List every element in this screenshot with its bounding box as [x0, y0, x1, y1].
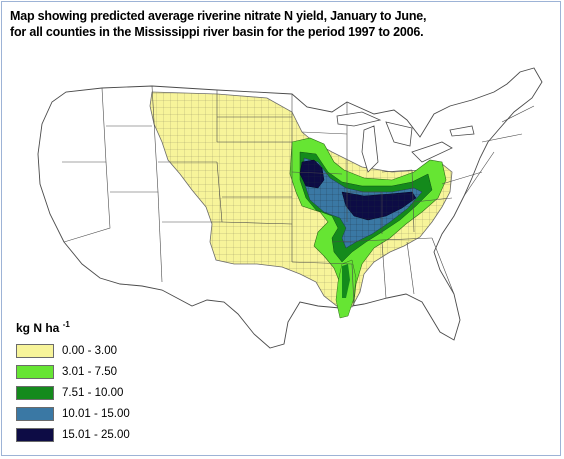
legend-title: kg N ha -1 — [16, 320, 206, 335]
legend-item: 15.01 - 25.00 — [16, 424, 206, 445]
legend-swatch — [16, 427, 54, 442]
legend-label: 10.01 - 15.00 — [62, 407, 130, 420]
us-map — [37, 67, 543, 349]
basin-county-grid-dark — [304, 158, 422, 248]
map-title: Map showing predicted average riverine n… — [10, 8, 530, 40]
legend-label: 7.51 - 10.00 — [62, 386, 124, 399]
legend-swatch — [16, 385, 54, 400]
map-legend: kg N ha -1 0.00 - 3.00 3.01 - 7.50 7.51 … — [16, 320, 206, 445]
legend-unit: kg N ha — [16, 321, 60, 335]
legend-item: 10.01 - 15.00 — [16, 403, 206, 424]
legend-swatch — [16, 364, 54, 379]
legend-label: 15.01 - 25.00 — [62, 428, 130, 441]
legend-label: 0.00 - 3.00 — [62, 344, 117, 357]
legend-label: 3.01 - 7.50 — [62, 365, 117, 378]
legend-item: 3.01 - 7.50 — [16, 361, 206, 382]
legend-item: 0.00 - 3.00 — [16, 340, 206, 361]
great-lakes — [336, 111, 475, 173]
state-boundaries — [62, 85, 535, 307]
legend-unit-exponent: -1 — [62, 320, 70, 329]
title-line-1: Map showing predicted average riverine n… — [10, 9, 427, 23]
legend-item: 7.51 - 10.00 — [16, 382, 206, 403]
river-valley-dark — [342, 264, 350, 298]
legend-swatch — [16, 406, 54, 421]
title-line-2: for all counties in the Mississippi rive… — [10, 25, 424, 39]
legend-swatch — [16, 343, 54, 358]
